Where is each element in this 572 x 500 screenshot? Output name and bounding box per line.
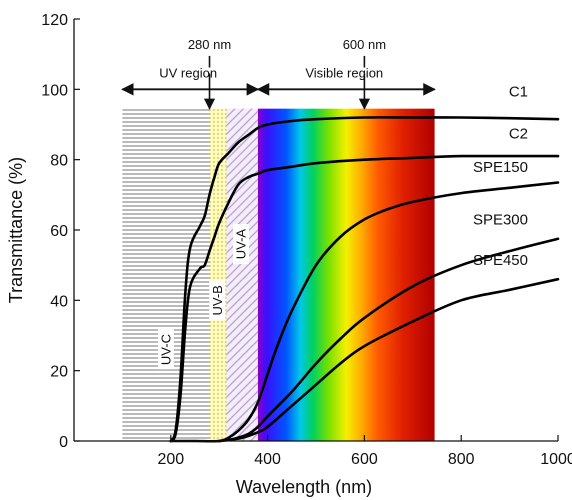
y-axis-title: Transmittance (%) bbox=[6, 157, 26, 303]
region-uv-a bbox=[226, 108, 258, 442]
annotation-wavelength-label: 600 nm bbox=[343, 37, 386, 52]
series-lines bbox=[169, 116, 560, 443]
series-line-c2 bbox=[169, 154, 560, 443]
series-label-c1: C1 bbox=[509, 83, 528, 100]
x-tick-label: 800 bbox=[448, 451, 475, 468]
x-tick-label: 200 bbox=[157, 451, 184, 468]
x-ticks: 200 400 600 800 1000 bbox=[157, 435, 572, 468]
series-line-spe150 bbox=[169, 181, 560, 443]
y-tick-label: 40 bbox=[50, 293, 68, 310]
svg-text:UV-B: UV-B bbox=[210, 285, 225, 315]
series-label-spe300: SPE300 bbox=[473, 212, 528, 229]
annotation-region-label: UV region bbox=[159, 65, 217, 80]
series-line-c1 bbox=[169, 116, 560, 443]
band-label-uv-a: UV-A bbox=[232, 224, 249, 265]
band-label-uv-c: UV-C bbox=[157, 329, 174, 370]
svg-text:UV-A: UV-A bbox=[233, 229, 248, 260]
series-label-c2: C2 bbox=[509, 126, 528, 143]
y-tick-label: 100 bbox=[41, 82, 68, 99]
series-label-spe150: SPE150 bbox=[473, 159, 528, 176]
spectral-regions bbox=[122, 108, 435, 442]
y-tick-label: 20 bbox=[50, 364, 68, 381]
series-labels: C1 C2 SPE150 SPE300 SPE450 bbox=[473, 83, 528, 269]
y-tick-label: 60 bbox=[50, 223, 68, 240]
svg-text:UV-C: UV-C bbox=[158, 334, 173, 365]
annotation-region-label: Visible region bbox=[305, 65, 383, 80]
x-tick-label: 1000 bbox=[540, 451, 572, 468]
x-tick-label: 600 bbox=[351, 451, 378, 468]
region-visible-spectrum bbox=[257, 108, 435, 442]
series-label-spe450: SPE450 bbox=[473, 252, 528, 269]
band-label-uv-b: UV-B bbox=[209, 280, 226, 321]
region-uv-b bbox=[209, 108, 227, 442]
series-line-spe450 bbox=[217, 277, 560, 443]
y-tick-label: 80 bbox=[50, 153, 68, 170]
y-tick-label: 0 bbox=[59, 434, 68, 451]
y-tick-label: 120 bbox=[41, 12, 68, 29]
x-axis-title: Wavelength (nm) bbox=[236, 477, 372, 497]
band-labels: UV-C UV-B UV-A bbox=[157, 224, 249, 370]
x-tick-label: 400 bbox=[254, 451, 281, 468]
annotations: 280 nm 600 nm UV region Visible region bbox=[121, 37, 436, 110]
y-ticks: 0 20 40 60 80 100 120 bbox=[41, 12, 80, 451]
annotation-wavelength-label: 280 nm bbox=[188, 37, 231, 52]
